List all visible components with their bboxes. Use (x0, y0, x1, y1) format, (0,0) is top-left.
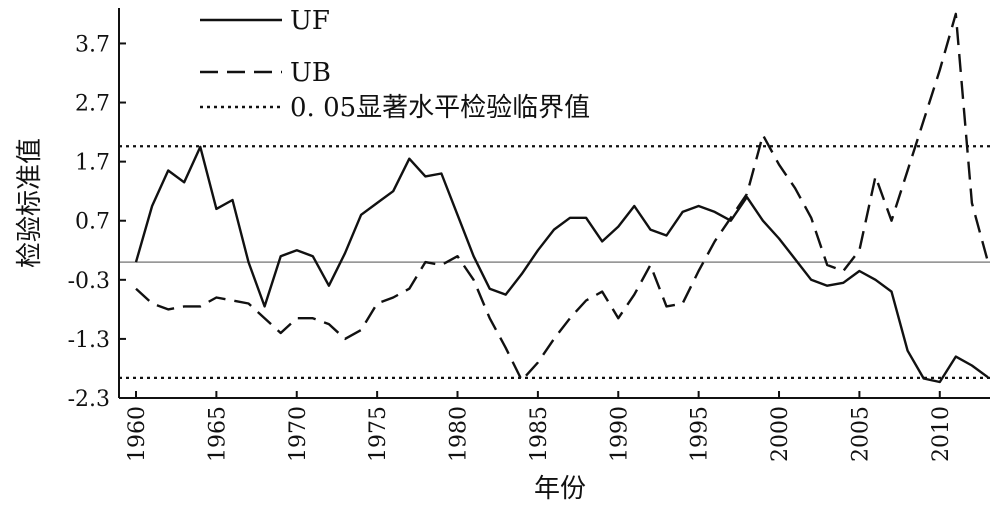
x-tick-label: 1970 (286, 406, 311, 462)
y-tick-label: -0.3 (68, 269, 110, 294)
ticks: -2.3 -1.3 -0.3 0.7 1.7 2.7 3.7 1960 1965 1970 1975… (68, 32, 954, 462)
x-tick-label: 1975 (366, 406, 391, 462)
y-axis-title: 检验标准值 (15, 138, 45, 268)
x-tick-label: 1995 (688, 406, 713, 462)
reference-lines (119, 145, 990, 380)
legend-label: UB (290, 58, 331, 88)
legend: UF UB 0. 05显著水平检验临界值 (200, 6, 590, 123)
series-lines (134, 12, 990, 384)
x-tick-label: 1980 (447, 406, 472, 462)
y-tick-label: 2.7 (75, 92, 110, 117)
x-tick-label: 1960 (125, 406, 150, 462)
y-tick-label: 1.7 (75, 151, 110, 176)
legend-label: UF (290, 6, 330, 36)
series-line-uf (134, 145, 989, 384)
x-tick-label: 1985 (527, 406, 552, 462)
y-tick-label: 3.7 (75, 32, 110, 57)
x-tick-label: 2005 (848, 406, 873, 462)
axes (118, 8, 990, 399)
legend-label: 0. 05显著水平检验临界值 (290, 93, 590, 123)
x-axis-title: 年份 (534, 474, 586, 504)
y-tick-label: 0.7 (75, 210, 110, 235)
x-tick-label: 2000 (768, 406, 793, 462)
x-tick-label: 1965 (205, 406, 230, 462)
y-tick-label: -2.3 (68, 387, 110, 412)
x-tick-label: 2010 (929, 406, 954, 462)
x-tick-label: 1990 (607, 406, 632, 462)
series-line-ub (135, 12, 990, 382)
y-tick-label: -1.3 (68, 328, 110, 353)
